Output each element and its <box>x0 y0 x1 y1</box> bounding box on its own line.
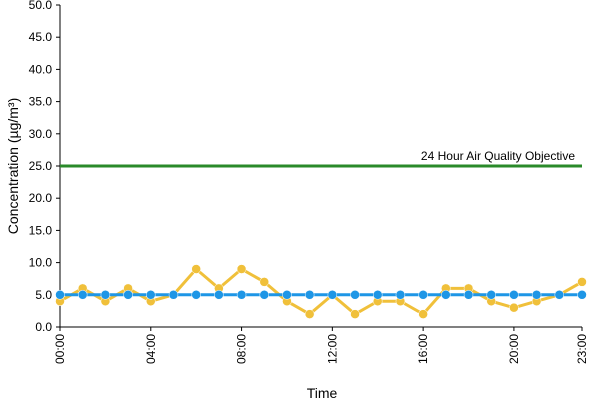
data-point <box>509 290 519 300</box>
y-tick-label: 0.0 <box>35 320 52 334</box>
data-point <box>350 309 360 319</box>
data-point <box>577 290 587 300</box>
data-point <box>418 309 428 319</box>
data-point <box>236 264 247 274</box>
data-point <box>463 290 474 300</box>
y-axis-title: Concentration (µg/m³) <box>5 98 21 234</box>
data-point <box>236 290 247 300</box>
data-point <box>577 277 587 287</box>
y-tick-label: 20.0 <box>29 191 53 205</box>
y-tick-label: 15.0 <box>29 223 53 237</box>
data-point <box>259 290 270 300</box>
data-point <box>191 290 201 300</box>
x-tick-label: 16:00 <box>416 334 430 364</box>
y-tick-label: 25.0 <box>29 159 53 173</box>
x-tick-label: 04:00 <box>144 334 158 364</box>
data-point <box>282 290 292 300</box>
data-point <box>77 290 88 300</box>
data-point <box>168 290 179 300</box>
reference-label: 24 Hour Air Quality Objective <box>421 149 575 163</box>
series-line <box>59 266 583 317</box>
y-tick-label: 40.0 <box>29 62 53 76</box>
x-tick-label: 23:00 <box>575 334 589 364</box>
x-tick-label: 00:00 <box>53 334 67 364</box>
x-axis-title: Time <box>307 385 338 400</box>
data-point <box>146 290 156 300</box>
data-point <box>304 290 315 300</box>
y-tick-label: 5.0 <box>35 288 52 302</box>
data-point <box>214 290 224 300</box>
data-point <box>350 290 360 300</box>
data-point <box>304 309 315 319</box>
data-point <box>395 290 406 300</box>
data-point <box>486 290 496 300</box>
data-point <box>531 290 542 300</box>
y-tick-label: 10.0 <box>29 256 53 270</box>
data-point <box>509 302 519 313</box>
data-point <box>55 290 65 300</box>
data-point <box>191 264 201 274</box>
y-tick-label: 50.0 <box>29 0 53 12</box>
data-point <box>123 290 133 300</box>
y-tick-label: 45.0 <box>29 30 53 44</box>
x-tick-label: 08:00 <box>235 334 249 364</box>
y-tick-label: 30.0 <box>29 127 53 141</box>
data-point <box>554 290 565 300</box>
x-tick-label: 12:00 <box>325 334 339 364</box>
data-point <box>418 290 428 300</box>
x-tick-label: 20:00 <box>507 334 521 364</box>
data-point <box>372 290 383 300</box>
data-point <box>259 277 270 287</box>
y-tick-label: 35.0 <box>29 95 53 109</box>
data-point <box>441 290 451 300</box>
data-point <box>100 290 111 300</box>
data-point <box>327 290 338 300</box>
